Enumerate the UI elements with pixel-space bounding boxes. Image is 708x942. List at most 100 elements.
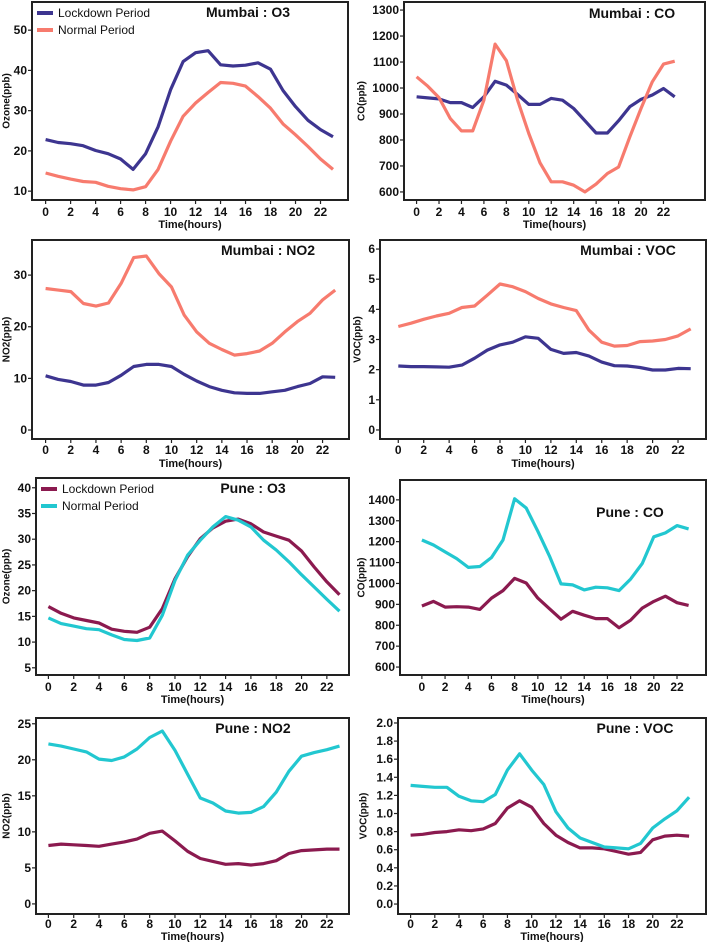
y-tick-label: 5 — [368, 272, 375, 286]
y-tick-label: 1300 — [368, 514, 395, 528]
plot-frame — [397, 717, 707, 915]
y-tick-label: 6 — [368, 242, 375, 256]
x-axis-label: Time(hours) — [158, 219, 222, 231]
y-tick-label: 1100 — [369, 556, 395, 570]
y-tick-label: 10 — [18, 825, 32, 839]
x-tick-label: 0 — [413, 205, 420, 219]
x-tick-label: 2 — [431, 917, 438, 931]
y-axis-label: Ozone(ppb) — [2, 549, 13, 605]
legend-label: Normal Period — [58, 23, 135, 37]
chart-panel: 5 10 15 20 25 30 35 40 0 2 4 6 8 10 12 14 16 18 20 22 Time(h… — [2, 477, 350, 706]
x-axis-label: Time(hours) — [523, 219, 587, 231]
x-tick-label: 8 — [497, 443, 504, 457]
series-line — [45, 362, 336, 395]
chart-title: Mumbai : CO — [589, 5, 675, 21]
y-tick-label: 20 — [18, 584, 32, 598]
series-line — [45, 254, 337, 357]
y-tick-label: 15 — [18, 789, 32, 803]
x-tick-label: 10 — [525, 917, 539, 931]
x-tick-label: 12 — [554, 680, 568, 694]
y-tick-label: 1.4 — [376, 770, 393, 784]
x-tick-label: 8 — [503, 205, 510, 219]
x-tick-label: 14 — [214, 205, 228, 219]
x-tick-label: 16 — [239, 205, 253, 219]
y-tick-label: 0 — [20, 423, 27, 437]
y-tick-label: 900 — [379, 107, 399, 121]
y-axis-label: VOC(ppb) — [359, 793, 370, 840]
x-axis-label: Time(hours) — [161, 931, 225, 942]
x-tick-label: 6 — [121, 917, 128, 931]
y-axis-label: CO(ppb) — [357, 81, 368, 121]
x-tick-label: 16 — [598, 917, 612, 931]
x-tick-label: 20 — [295, 680, 309, 694]
x-tick-label: 2 — [70, 680, 77, 694]
x-tick-label: 4 — [96, 917, 103, 931]
x-tick-label: 18 — [620, 443, 634, 457]
x-tick-label: 4 — [456, 917, 463, 931]
y-tick-label: 1000 — [368, 576, 395, 590]
x-tick-label: 16 — [244, 680, 258, 694]
x-tick-label: 20 — [647, 680, 661, 694]
x-tick-label: 18 — [270, 680, 284, 694]
x-tick-label: 18 — [624, 680, 638, 694]
x-tick-label: 10 — [164, 205, 178, 219]
y-tick-label: 800 — [379, 133, 399, 147]
x-tick-label: 0 — [419, 680, 426, 694]
y-tick-label: 700 — [375, 639, 395, 653]
x-tick-label: 22 — [670, 680, 684, 694]
x-tick-label: 22 — [314, 205, 328, 219]
plot-frame — [31, 239, 350, 440]
x-tick-label: 8 — [143, 443, 150, 457]
series-line — [421, 497, 690, 593]
x-tick-label: 6 — [471, 443, 478, 457]
chart-panel: 600 700 800 900 1000 1100 1200 1300 1400 0 2 4 6 8 10 1… — [357, 479, 707, 706]
y-tick-label: 40 — [18, 481, 32, 495]
x-axis-label: Time(hours) — [521, 694, 585, 706]
x-tick-label: 14 — [567, 205, 581, 219]
y-axis-label: NO2(ppb) — [2, 317, 13, 363]
plot-frame — [31, 1, 349, 201]
y-tick-label: 10 — [14, 184, 28, 198]
chart-title: Mumbai : VOC — [580, 242, 676, 258]
x-tick-label: 4 — [93, 443, 100, 457]
y-tick-label: 1200 — [368, 535, 395, 549]
x-tick-label: 16 — [244, 917, 258, 931]
y-tick-label: 0.4 — [376, 861, 393, 875]
x-tick-label: 18 — [622, 917, 636, 931]
y-tick-label: 1.0 — [376, 807, 393, 821]
y-tick-label: 50 — [14, 23, 28, 37]
x-tick-label: 10 — [531, 680, 545, 694]
legend-label: Normal Period — [62, 499, 139, 513]
series-line — [410, 752, 691, 851]
y-tick-label: 1400 — [368, 493, 395, 507]
y-tick-label: 0 — [24, 897, 31, 911]
series-line — [45, 80, 335, 192]
series-line — [45, 49, 334, 171]
chart-panel: 600 700 800 900 1000 1100 1200 1300 0 2 4 6 8 10 12 14 1… — [357, 1, 706, 231]
x-tick-label: 6 — [480, 917, 487, 931]
x-tick-label: 10 — [165, 443, 179, 457]
x-tick-label: 0 — [42, 205, 49, 219]
y-tick-label: 30 — [14, 104, 28, 118]
x-axis-label: Time(hours) — [159, 458, 223, 470]
x-tick-label: 8 — [511, 680, 518, 694]
x-tick-label: 0 — [407, 917, 414, 931]
chart-title: Pune : CO — [596, 504, 664, 520]
x-axis-label: Time(hours) — [511, 458, 575, 470]
series-line — [415, 42, 676, 194]
y-tick-label: 1100 — [373, 55, 399, 69]
x-tick-label: 6 — [118, 443, 125, 457]
x-axis-label: Time(hours) — [161, 694, 225, 706]
x-tick-label: 12 — [189, 205, 203, 219]
x-tick-label: 22 — [320, 680, 334, 694]
chart-panel: 10 20 30 40 50 0 2 4 6 8 10 12 14 16 18 20 22 Time(hours)… — [2, 1, 349, 231]
y-tick-label: 30 — [14, 268, 28, 282]
y-tick-label: 35 — [18, 506, 32, 520]
y-tick-label: 4 — [368, 302, 375, 316]
chart-title: Mumbai : O3 — [206, 4, 290, 20]
y-tick-label: 40 — [14, 63, 28, 77]
x-tick-label: 16 — [589, 205, 603, 219]
x-tick-label: 16 — [595, 443, 609, 457]
x-tick-label: 4 — [465, 680, 472, 694]
x-tick-label: 8 — [142, 205, 149, 219]
